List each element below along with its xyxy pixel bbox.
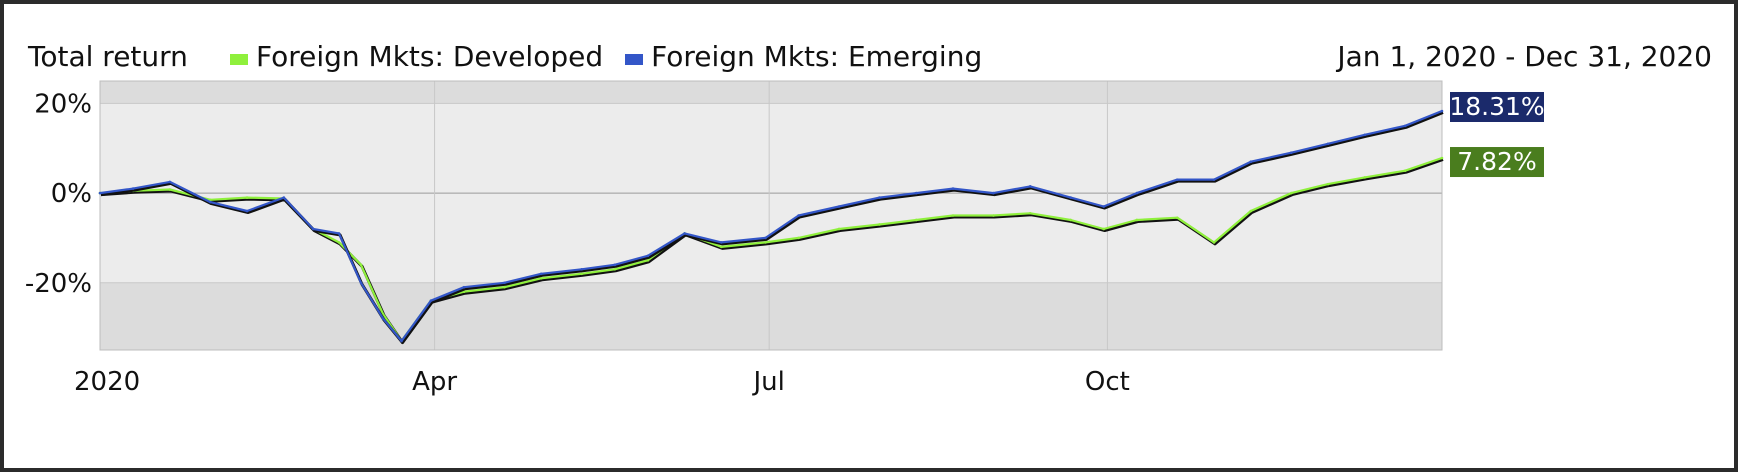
data-point-developed (539, 276, 543, 280)
data-point-emerging (914, 191, 918, 195)
chart-title: Total return (28, 40, 188, 73)
data-point-emerging (168, 180, 172, 184)
data-point-emerging (613, 263, 617, 267)
data-point-emerging (878, 196, 881, 199)
data-point-emerging (98, 191, 102, 195)
x-tick-label: 2020 (74, 367, 140, 397)
data-point-developed (359, 263, 363, 267)
data-point-developed (1212, 241, 1216, 244)
data-point-emerging (131, 187, 135, 190)
data-point-emerging (951, 187, 955, 190)
data-point-emerging (580, 268, 583, 271)
data-point-emerging (381, 317, 385, 320)
date-range[interactable]: Jan 1, 2020 - Dec 31, 2020 (1337, 40, 1712, 73)
band-lower (100, 282, 1442, 350)
data-point-emerging (1249, 160, 1253, 163)
y-tick-label: -20% (25, 269, 92, 299)
x-tick-label: Apr (412, 367, 457, 397)
data-point-emerging (429, 299, 433, 302)
data-point-emerging (503, 281, 506, 285)
chart-panel: Total return Foreign Mkts: Developed For… (4, 4, 1734, 468)
legend-item-emerging[interactable]: Foreign Mkts: Emerging (625, 40, 982, 73)
end-label-developed: 7.82% (1457, 147, 1536, 176)
data-point-emerging (764, 236, 767, 240)
data-point-emerging (462, 285, 466, 289)
end-badge-emerging (1450, 91, 1544, 122)
data-point-developed (764, 241, 767, 244)
data-point-developed (613, 268, 617, 271)
data-point-developed (209, 198, 212, 202)
data-point-emerging (797, 214, 800, 217)
data-point-emerging (1212, 178, 1216, 181)
data-point-developed (992, 214, 995, 217)
data-point-developed (1135, 218, 1139, 222)
band-upper (100, 81, 1442, 104)
data-point-developed (1102, 227, 1106, 231)
data-point-emerging (1326, 142, 1330, 146)
data-point-developed (1249, 209, 1253, 213)
data-point-emerging (720, 241, 723, 244)
data-point-emerging (1289, 151, 1293, 155)
end-label-emerging: 18.31% (1449, 92, 1544, 121)
legend-label-emerging: Foreign Mkts: Emerging (651, 40, 983, 73)
data-point-emerging (1403, 124, 1407, 128)
data-point-emerging (539, 272, 543, 276)
line-chart: 20% 0% -20% 2020 Apr Jul Oct 7.82% 18.31% (25, 80, 1545, 397)
data-point-emerging (1363, 133, 1367, 137)
data-point-emerging (1175, 178, 1179, 181)
data-point-emerging (400, 339, 403, 343)
data-point-emerging (337, 232, 341, 235)
data-point-developed (1289, 191, 1293, 195)
data-point-emerging (311, 227, 315, 231)
data-point-emerging (245, 209, 249, 213)
data-point-developed (646, 259, 650, 262)
end-badge-developed (1450, 147, 1544, 178)
data-point-emerging (992, 191, 995, 195)
data-point-developed (1175, 216, 1179, 220)
x-tick-label: Oct (1085, 367, 1130, 397)
legend-swatch-developed (230, 54, 248, 65)
data-point-developed (1403, 169, 1407, 172)
data-point-developed (503, 285, 506, 289)
data-point-developed (720, 245, 723, 249)
data-point-emerging (1102, 205, 1106, 208)
data-point-emerging (837, 205, 841, 208)
data-point-developed (580, 272, 583, 276)
data-point-emerging (1135, 191, 1139, 195)
data-point-developed (951, 214, 955, 217)
plot-border (99, 80, 1443, 351)
data-point-developed (1440, 156, 1444, 160)
data-point-emerging (646, 254, 650, 258)
data-point-developed (1028, 211, 1032, 215)
data-point-developed (914, 218, 918, 222)
legend-item-developed[interactable]: Foreign Mkts: Developed (230, 40, 603, 73)
legend-label-developed: Foreign Mkts: Developed (256, 40, 604, 73)
data-point-emerging (209, 200, 212, 204)
data-point-developed (1069, 218, 1072, 222)
y-tick-label: 0% (51, 179, 92, 209)
y-tick-label: 20% (34, 89, 92, 119)
data-point-emerging (1069, 196, 1072, 199)
data-point-developed (1363, 176, 1367, 179)
data-point-developed (837, 227, 841, 231)
series-shadow-emerging (100, 111, 1444, 344)
data-point-developed (878, 223, 881, 226)
data-point-developed (337, 241, 341, 244)
data-point-emerging (1028, 185, 1032, 188)
legend-swatch-emerging (625, 54, 644, 65)
data-point-developed (245, 196, 249, 199)
data-point-developed (1326, 182, 1330, 186)
data-point-emerging (282, 196, 286, 199)
data-point-developed (168, 188, 172, 191)
data-point-developed (797, 236, 800, 240)
x-tick-label: Jul (751, 367, 784, 397)
data-point-emerging (359, 281, 363, 285)
legend: Foreign Mkts: Developed Foreign Mkts: Em… (230, 40, 1004, 73)
data-point-developed (462, 290, 466, 294)
data-point-emerging (1440, 109, 1444, 113)
data-point-emerging (683, 232, 686, 235)
